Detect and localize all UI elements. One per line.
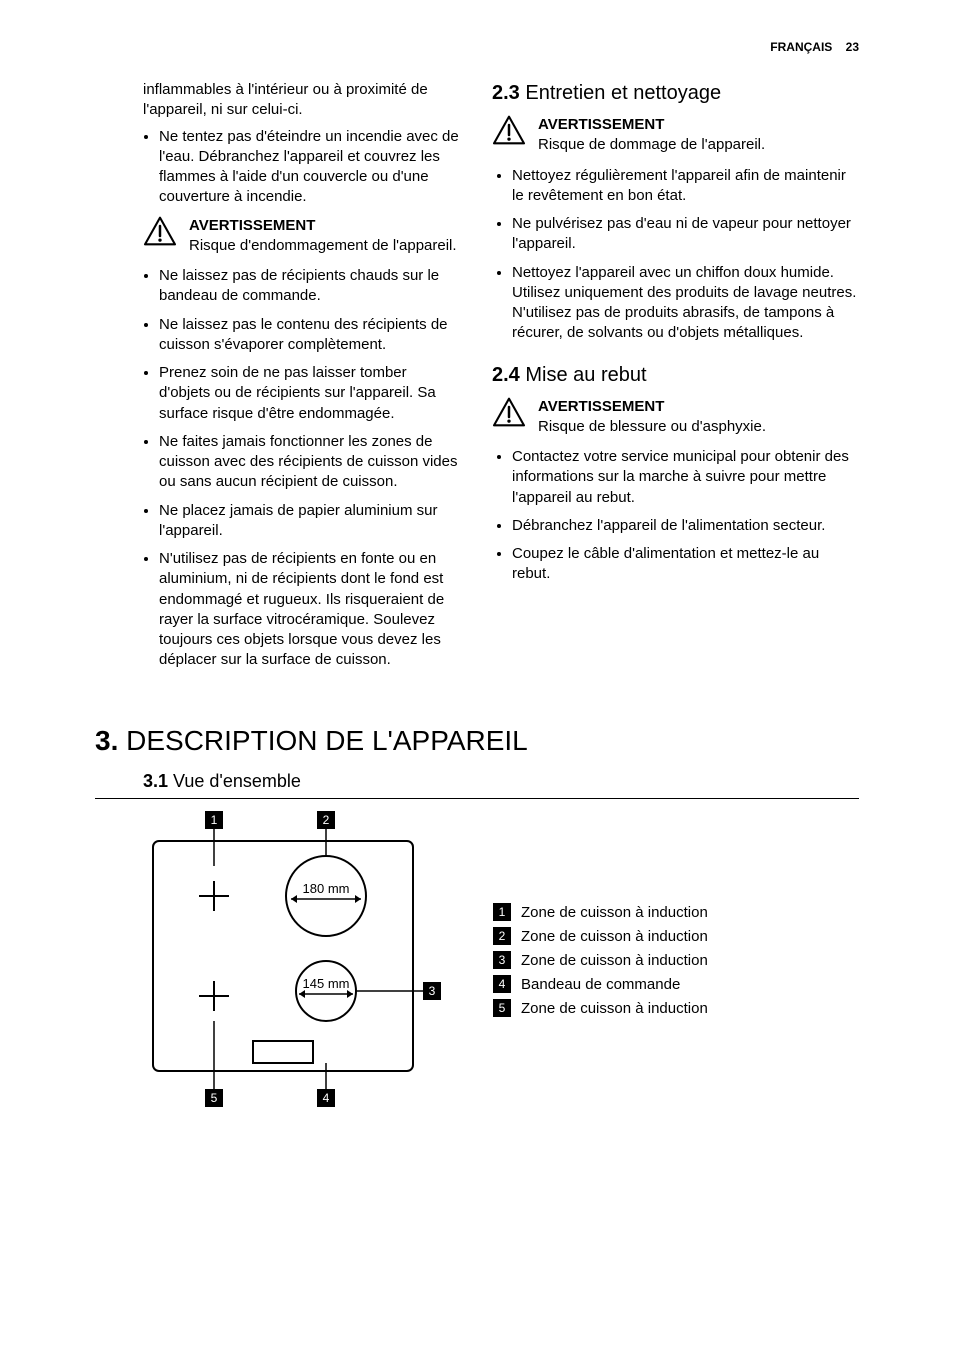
dim-180: 180 mm [303,881,350,896]
heading-number: 3. [95,725,118,756]
continuation-text: inflammables à l'intérieur ou à proximit… [95,80,462,121]
heading-2-3: 2.3 Entretien et nettoyage [492,80,859,107]
list-item: Ne laissez pas de récipients chauds sur … [159,266,462,307]
warning-icon [492,397,526,438]
list-item: Nettoyez régulièrement l'appareil afin d… [512,166,859,207]
callout-4: 4 [323,1091,330,1105]
left-column: inflammables à l'intérieur ou à proximit… [95,80,462,679]
list-item: N'utilisez pas de récipients en fonte ou… [159,549,462,671]
left-bullets-b: Ne laissez pas de récipients chauds sur … [111,266,462,671]
heading-3-1: 3.1 Vue d'ensemble [95,771,859,792]
callout-2: 2 [323,813,330,827]
heading-number: 2.3 [492,82,520,104]
warning-icon [143,216,177,257]
language-label: FRANÇAIS [770,40,832,54]
legend-number: 5 [493,999,511,1017]
heading-number: 2.4 [492,364,520,386]
cooktop-diagram: 1 2 180 mm 145 mm 3 [143,811,453,1116]
page-header: FRANÇAIS 23 [770,40,859,54]
list-item: Ne laissez pas le contenu des récipients… [159,315,462,356]
list-item: Ne pulvérisez pas d'eau ni de vapeur pou… [512,214,859,255]
list-item: Nettoyez l'appareil avec un chiffon doux… [512,263,859,344]
left-bullets-a: Ne tentez pas d'éteindre un incendie ave… [111,127,462,208]
warning-title: AVERTISSEMENT [538,115,859,135]
legend-row: 5 Zone de cuisson à induction [493,999,859,1017]
heading-2-4: 2.4 Mise au rebut [492,362,859,389]
warning-block: AVERTISSEMENT Risque de dommage de l'app… [492,115,859,156]
legend-number: 4 [493,975,511,993]
warning-body: Risque de dommage de l'appareil. [538,135,859,155]
legend-number: 1 [493,903,511,921]
list-item: Ne placez jamais de papier aluminium sur… [159,501,462,542]
overview-row: 1 2 180 mm 145 mm 3 [95,811,859,1116]
list-item: Prenez soin de ne pas laisser tomber d'o… [159,363,462,424]
list-item: Ne faites jamais fonctionner les zones d… [159,432,462,493]
heading-text: Vue d'ensemble [173,771,301,791]
warning-icon [492,115,526,156]
warning-block: AVERTISSEMENT Risque de blessure ou d'as… [492,397,859,438]
heading-number: 3.1 [143,771,168,791]
legend-label: Bandeau de commande [521,976,680,993]
heading-text: Mise au rebut [525,364,646,386]
callout-5: 5 [211,1091,218,1105]
heading-text: DESCRIPTION DE L'APPAREIL [126,725,528,756]
legend-row: 4 Bandeau de commande [493,975,859,993]
warning-title: AVERTISSEMENT [189,216,462,236]
legend-label: Zone de cuisson à induction [521,928,708,945]
section-divider [95,798,859,799]
list-item: Débranchez l'appareil de l'alimentation … [512,516,859,536]
right-column: 2.3 Entretien et nettoyage AVERTISSEMENT… [492,80,859,679]
callout-1: 1 [211,813,218,827]
legend-row: 1 Zone de cuisson à induction [493,903,859,921]
warning-body: Risque de blessure ou d'asphyxie. [538,417,859,437]
s24-bullets: Contactez votre service municipal pour o… [512,447,859,585]
heading-3: 3. DESCRIPTION DE L'APPAREIL [95,725,859,757]
legend: 1 Zone de cuisson à induction 2 Zone de … [493,903,859,1023]
legend-label: Zone de cuisson à induction [521,904,708,921]
warning-title: AVERTISSEMENT [538,397,859,417]
warning-body: Risque d'endommagement de l'appareil. [189,236,462,256]
callout-3: 3 [429,984,436,998]
list-item: Coupez le câble d'alimentation et mettez… [512,544,859,585]
legend-number: 2 [493,927,511,945]
list-item: Contactez votre service municipal pour o… [512,447,859,508]
legend-row: 2 Zone de cuisson à induction [493,927,859,945]
legend-label: Zone de cuisson à induction [521,952,708,969]
legend-number: 3 [493,951,511,969]
legend-label: Zone de cuisson à induction [521,1000,708,1017]
heading-text: Entretien et nettoyage [525,82,721,104]
dim-145: 145 mm [303,976,350,991]
legend-row: 3 Zone de cuisson à induction [493,951,859,969]
list-item: Ne tentez pas d'éteindre un incendie ave… [159,127,462,208]
s23-bullets: Nettoyez régulièrement l'appareil afin d… [512,166,859,344]
warning-block: AVERTISSEMENT Risque d'endommagement de … [95,216,462,257]
page-number: 23 [846,40,859,54]
